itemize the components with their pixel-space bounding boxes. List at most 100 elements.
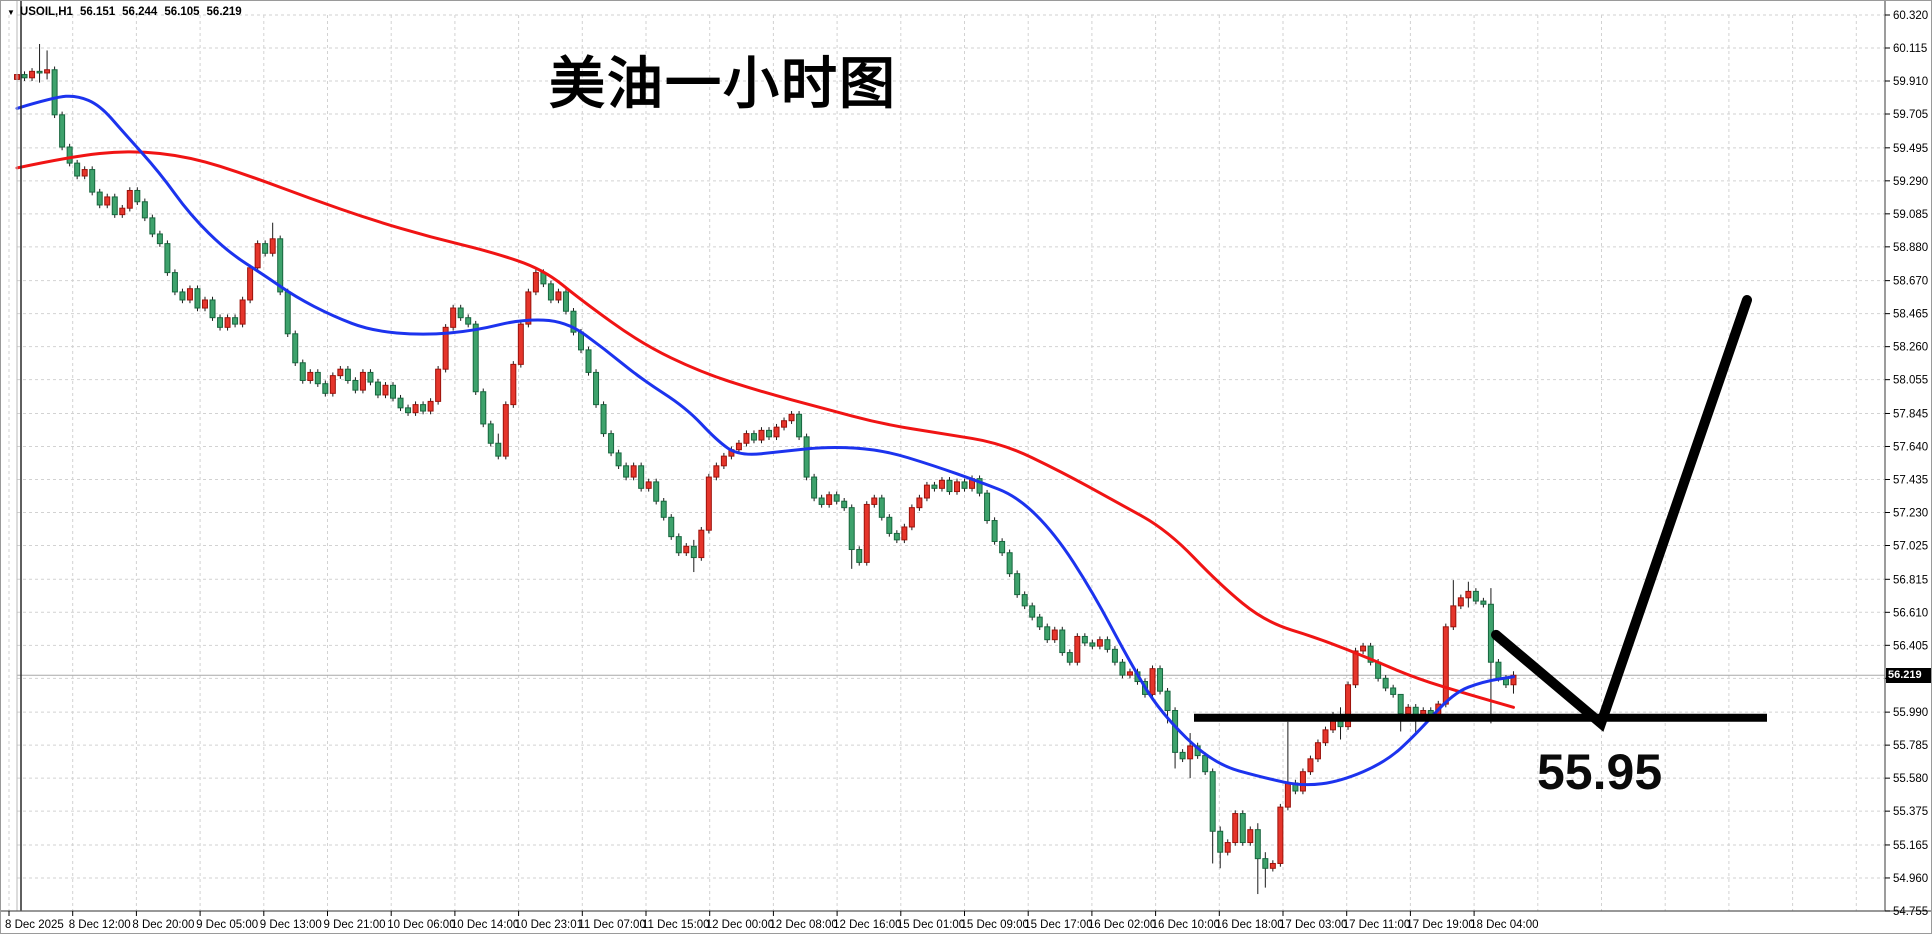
candle: [833, 491, 840, 505]
price-axis-label: 54.960: [1893, 873, 1928, 885]
candle: [465, 314, 472, 328]
price-axis-label: 55.165: [1893, 840, 1928, 852]
symbol-dropdown-icon[interactable]: ▼: [7, 7, 15, 17]
time-axis-label: 8 Dec 12:00: [69, 919, 131, 931]
candle: [21, 71, 28, 82]
candle: [1284, 721, 1291, 811]
candle: [119, 204, 126, 218]
candle: [1149, 665, 1156, 698]
price-axis[interactable]: 60.320 60.115 59.910 59.705 59.495 59.290 59.0…: [1885, 10, 1928, 918]
candle: [946, 477, 953, 495]
candle: [758, 427, 765, 444]
candle: [29, 68, 36, 82]
chart-frame: [1, 1, 1931, 912]
candle: [480, 388, 487, 428]
candle: [1472, 588, 1479, 605]
price-axis-label: 60.320: [1893, 10, 1928, 22]
time-axis-label: 10 Dec 23:01: [515, 919, 583, 931]
candle: [232, 314, 239, 328]
candle: [863, 501, 870, 566]
candle: [668, 514, 675, 540]
candle: [307, 369, 314, 384]
candle: [532, 269, 539, 296]
candle: [510, 361, 517, 408]
candle: [1111, 646, 1118, 666]
price-axis-label: 58.465: [1893, 309, 1928, 321]
price-axis-label: 55.375: [1893, 806, 1928, 818]
ohlc-open-value: 56.151: [79, 6, 116, 18]
time-axis-label: 10 Dec 06:00: [387, 919, 455, 931]
candle: [224, 314, 231, 331]
candle: [405, 404, 412, 416]
candle: [1224, 839, 1231, 856]
candle: [766, 427, 772, 441]
candle: [239, 296, 246, 328]
candle: [660, 498, 667, 521]
price-axis-label: 59.910: [1893, 76, 1928, 88]
candle: [1044, 623, 1051, 643]
candle: [593, 369, 600, 408]
price-axis-label: 58.055: [1893, 375, 1928, 387]
candle: [209, 296, 216, 321]
price-axis-label: 59.705: [1893, 109, 1928, 121]
candle: [442, 324, 449, 373]
candle: [547, 280, 554, 304]
candle: [292, 330, 299, 366]
time-axis-label: 12 Dec 16:00: [833, 919, 901, 931]
candle: [66, 143, 73, 167]
candle: [1021, 591, 1028, 610]
candle: [111, 193, 118, 218]
candlestick-series: [14, 43, 1517, 895]
symbol-info-bar[interactable]: ▼ USOIL,H1 56.151 56.244 56.105 56.219: [7, 6, 242, 18]
candle: [585, 346, 592, 376]
candle: [156, 230, 163, 247]
candle: [818, 494, 825, 508]
price-axis-label: 57.025: [1893, 540, 1928, 552]
candle: [141, 198, 148, 222]
slow-ma-line[interactable]: [15, 150, 1515, 709]
candle: [322, 380, 329, 397]
candle: [344, 365, 351, 384]
time-axis-label: 17 Dec 11:00: [1343, 919, 1411, 931]
candle: [1367, 642, 1374, 666]
candle: [675, 533, 682, 556]
candle: [1126, 668, 1133, 679]
price-axis-label: 58.260: [1893, 342, 1928, 354]
candle: [337, 365, 344, 379]
candle: [562, 288, 569, 315]
candle: [390, 382, 396, 402]
price-axis-label: 55.580: [1893, 773, 1928, 785]
price-axis-label: 56.610: [1893, 607, 1928, 619]
price-axis-label: 60.115: [1893, 43, 1927, 55]
ohlc-high-value: 56.244: [122, 6, 158, 18]
time-axis-label: 15 Dec 17:00: [1024, 919, 1092, 931]
time-axis-label: 8 Dec 2025: [5, 919, 64, 931]
candle: [976, 475, 983, 497]
candle: [1262, 852, 1269, 888]
time-axis[interactable]: 8 Dec 2025 8 Dec 12:00 8 Dec 20:00 9 Dec 05…: [5, 911, 1539, 931]
candle: [269, 222, 276, 257]
candle: [329, 372, 336, 397]
candle: [698, 526, 705, 561]
candle: [1510, 671, 1517, 694]
candle: [164, 240, 171, 276]
candle: [89, 166, 96, 196]
support-level-label[interactable]: 55.95: [1537, 744, 1663, 800]
candle: [848, 504, 855, 569]
candle: [1104, 636, 1111, 653]
candle: [1345, 681, 1352, 730]
grid-lines: [8, 14, 1885, 912]
candle: [186, 285, 193, 304]
price-axis-label: 56.815: [1893, 574, 1928, 586]
candle: [314, 369, 321, 387]
fast-ma-line[interactable]: [15, 94, 1515, 787]
candle: [179, 288, 186, 304]
time-axis-label: 17 Dec 19:00: [1406, 919, 1474, 931]
current-price-tag: 56.219: [1886, 668, 1931, 683]
candle: [796, 411, 803, 441]
candle: [74, 159, 81, 180]
v-bounce-annotation[interactable]: [1491, 294, 1752, 732]
candle: [615, 449, 622, 470]
candle: [916, 494, 923, 511]
